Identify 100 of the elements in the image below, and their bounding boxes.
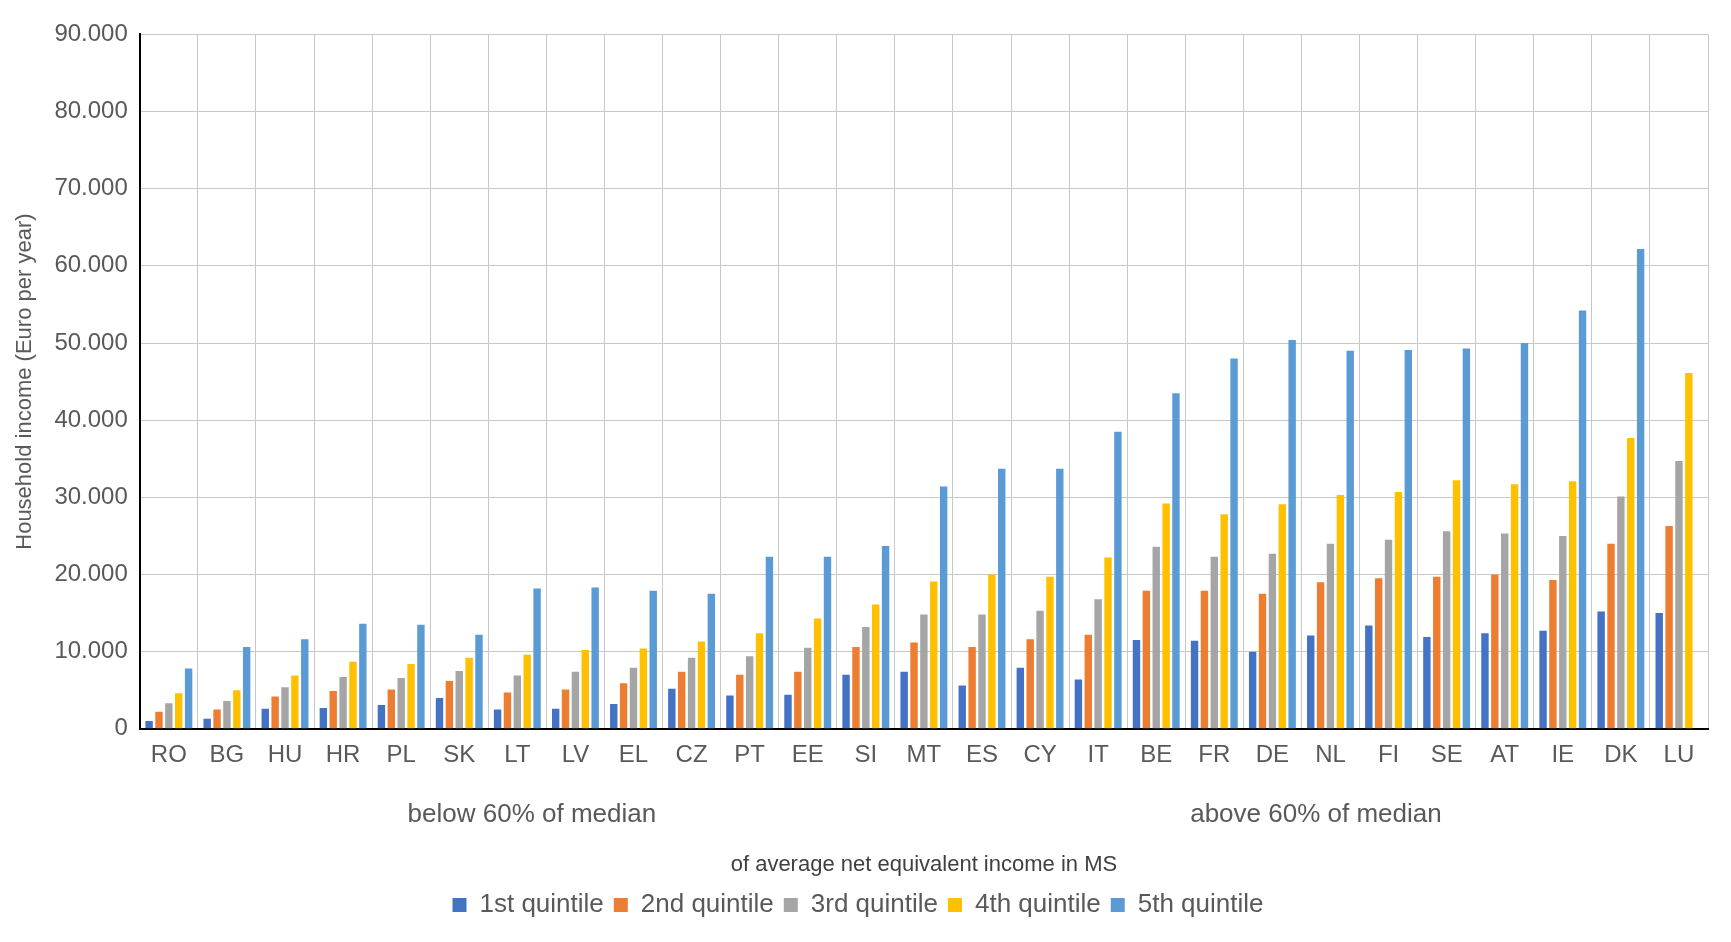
bar xyxy=(1597,611,1605,729)
bar xyxy=(377,704,386,729)
bar xyxy=(184,668,193,729)
bar xyxy=(1046,576,1054,729)
bar xyxy=(1056,468,1064,729)
bar xyxy=(1423,636,1431,729)
legend-label: 4th quintile xyxy=(974,888,1101,919)
bar xyxy=(493,709,502,729)
bar xyxy=(871,604,880,729)
bar xyxy=(1607,543,1615,729)
bar xyxy=(417,624,425,729)
x-tick-label: LT xyxy=(504,739,531,767)
bar xyxy=(1384,539,1393,729)
bar xyxy=(359,623,367,729)
bar xyxy=(397,677,405,729)
bar xyxy=(301,639,309,729)
y-tick-label: 0 xyxy=(114,713,128,741)
bar xyxy=(475,634,483,729)
bar xyxy=(407,663,415,729)
x-tick-label: EE xyxy=(791,739,824,767)
legend-label: 2nd quintile xyxy=(640,888,774,919)
bar xyxy=(387,689,395,729)
y-axis-title: Household income (Euro per year) xyxy=(11,213,37,550)
bar xyxy=(551,708,560,729)
bar xyxy=(465,657,473,729)
y-tick-label: 40.000 xyxy=(54,404,128,432)
x-tick-label: NL xyxy=(1315,739,1346,767)
x-tick-label: RO xyxy=(150,739,187,767)
bar xyxy=(736,674,744,729)
bar xyxy=(1132,640,1141,729)
bar xyxy=(1433,576,1441,729)
bar xyxy=(784,694,792,729)
bar xyxy=(939,486,948,729)
bar xyxy=(1636,248,1645,729)
bar xyxy=(291,675,299,729)
bar xyxy=(591,587,599,729)
bar xyxy=(1462,348,1471,729)
bar xyxy=(1559,535,1567,729)
bar xyxy=(1336,495,1345,729)
x-tick-label: SI xyxy=(854,739,878,767)
bar xyxy=(329,690,337,729)
legend-label: 1st quintile xyxy=(479,888,604,919)
bar xyxy=(1452,480,1461,729)
x-tick-label: HU xyxy=(267,739,303,767)
bar xyxy=(165,703,173,729)
bar xyxy=(1172,393,1180,729)
bar xyxy=(1316,582,1325,729)
x-tick-label: FI xyxy=(1377,739,1400,767)
x-tick-label: CZ xyxy=(675,739,708,767)
bar xyxy=(1084,634,1092,729)
bar xyxy=(998,468,1006,729)
legend-label: 3rd quintile xyxy=(810,888,938,919)
x-tick-label: DE xyxy=(1255,739,1290,767)
legend-label: 5th quintile xyxy=(1137,888,1264,919)
bar xyxy=(581,650,589,729)
bar xyxy=(988,574,996,729)
bar xyxy=(261,708,269,729)
x-tick-label: LV xyxy=(561,739,590,767)
bar xyxy=(1617,496,1625,729)
y-tick-label: 80.000 xyxy=(54,96,128,124)
bar xyxy=(1016,667,1025,729)
bar xyxy=(242,647,251,729)
bar xyxy=(1374,578,1383,729)
bar xyxy=(794,671,802,729)
bar xyxy=(561,689,570,729)
bar xyxy=(930,581,938,729)
bar xyxy=(175,693,183,729)
x-tick-label: LU xyxy=(1663,739,1695,767)
y-tick-label: 60.000 xyxy=(54,250,128,278)
y-tick-label: 20.000 xyxy=(54,559,128,587)
bar xyxy=(1026,639,1034,729)
bar xyxy=(435,697,444,729)
bar xyxy=(1248,651,1257,729)
bar xyxy=(619,683,628,729)
bar xyxy=(920,614,928,729)
bar xyxy=(726,695,734,729)
bar xyxy=(571,671,580,729)
bar xyxy=(1162,503,1170,729)
x-axis-title: of average net equivalent income in MS xyxy=(730,850,1118,876)
bar xyxy=(1230,358,1238,729)
y-tick-label: 90.000 xyxy=(54,19,128,47)
bar xyxy=(697,641,706,729)
bar xyxy=(155,711,163,729)
x-tick-label: FR xyxy=(1198,739,1231,767)
bar xyxy=(533,588,541,729)
bar xyxy=(1510,484,1519,729)
bar xyxy=(707,593,716,729)
bar xyxy=(1655,613,1663,729)
bar xyxy=(1278,504,1286,729)
bar xyxy=(649,590,657,729)
bar xyxy=(1346,350,1354,729)
y-tick-label: 50.000 xyxy=(54,327,128,355)
bar xyxy=(1094,599,1102,729)
bar xyxy=(1404,349,1412,729)
x-tick-label: BE xyxy=(1140,739,1173,767)
bar xyxy=(1665,525,1673,729)
bar xyxy=(319,707,328,729)
bar xyxy=(978,614,986,729)
x-tick-label: MT xyxy=(906,739,942,767)
bar xyxy=(271,696,279,729)
